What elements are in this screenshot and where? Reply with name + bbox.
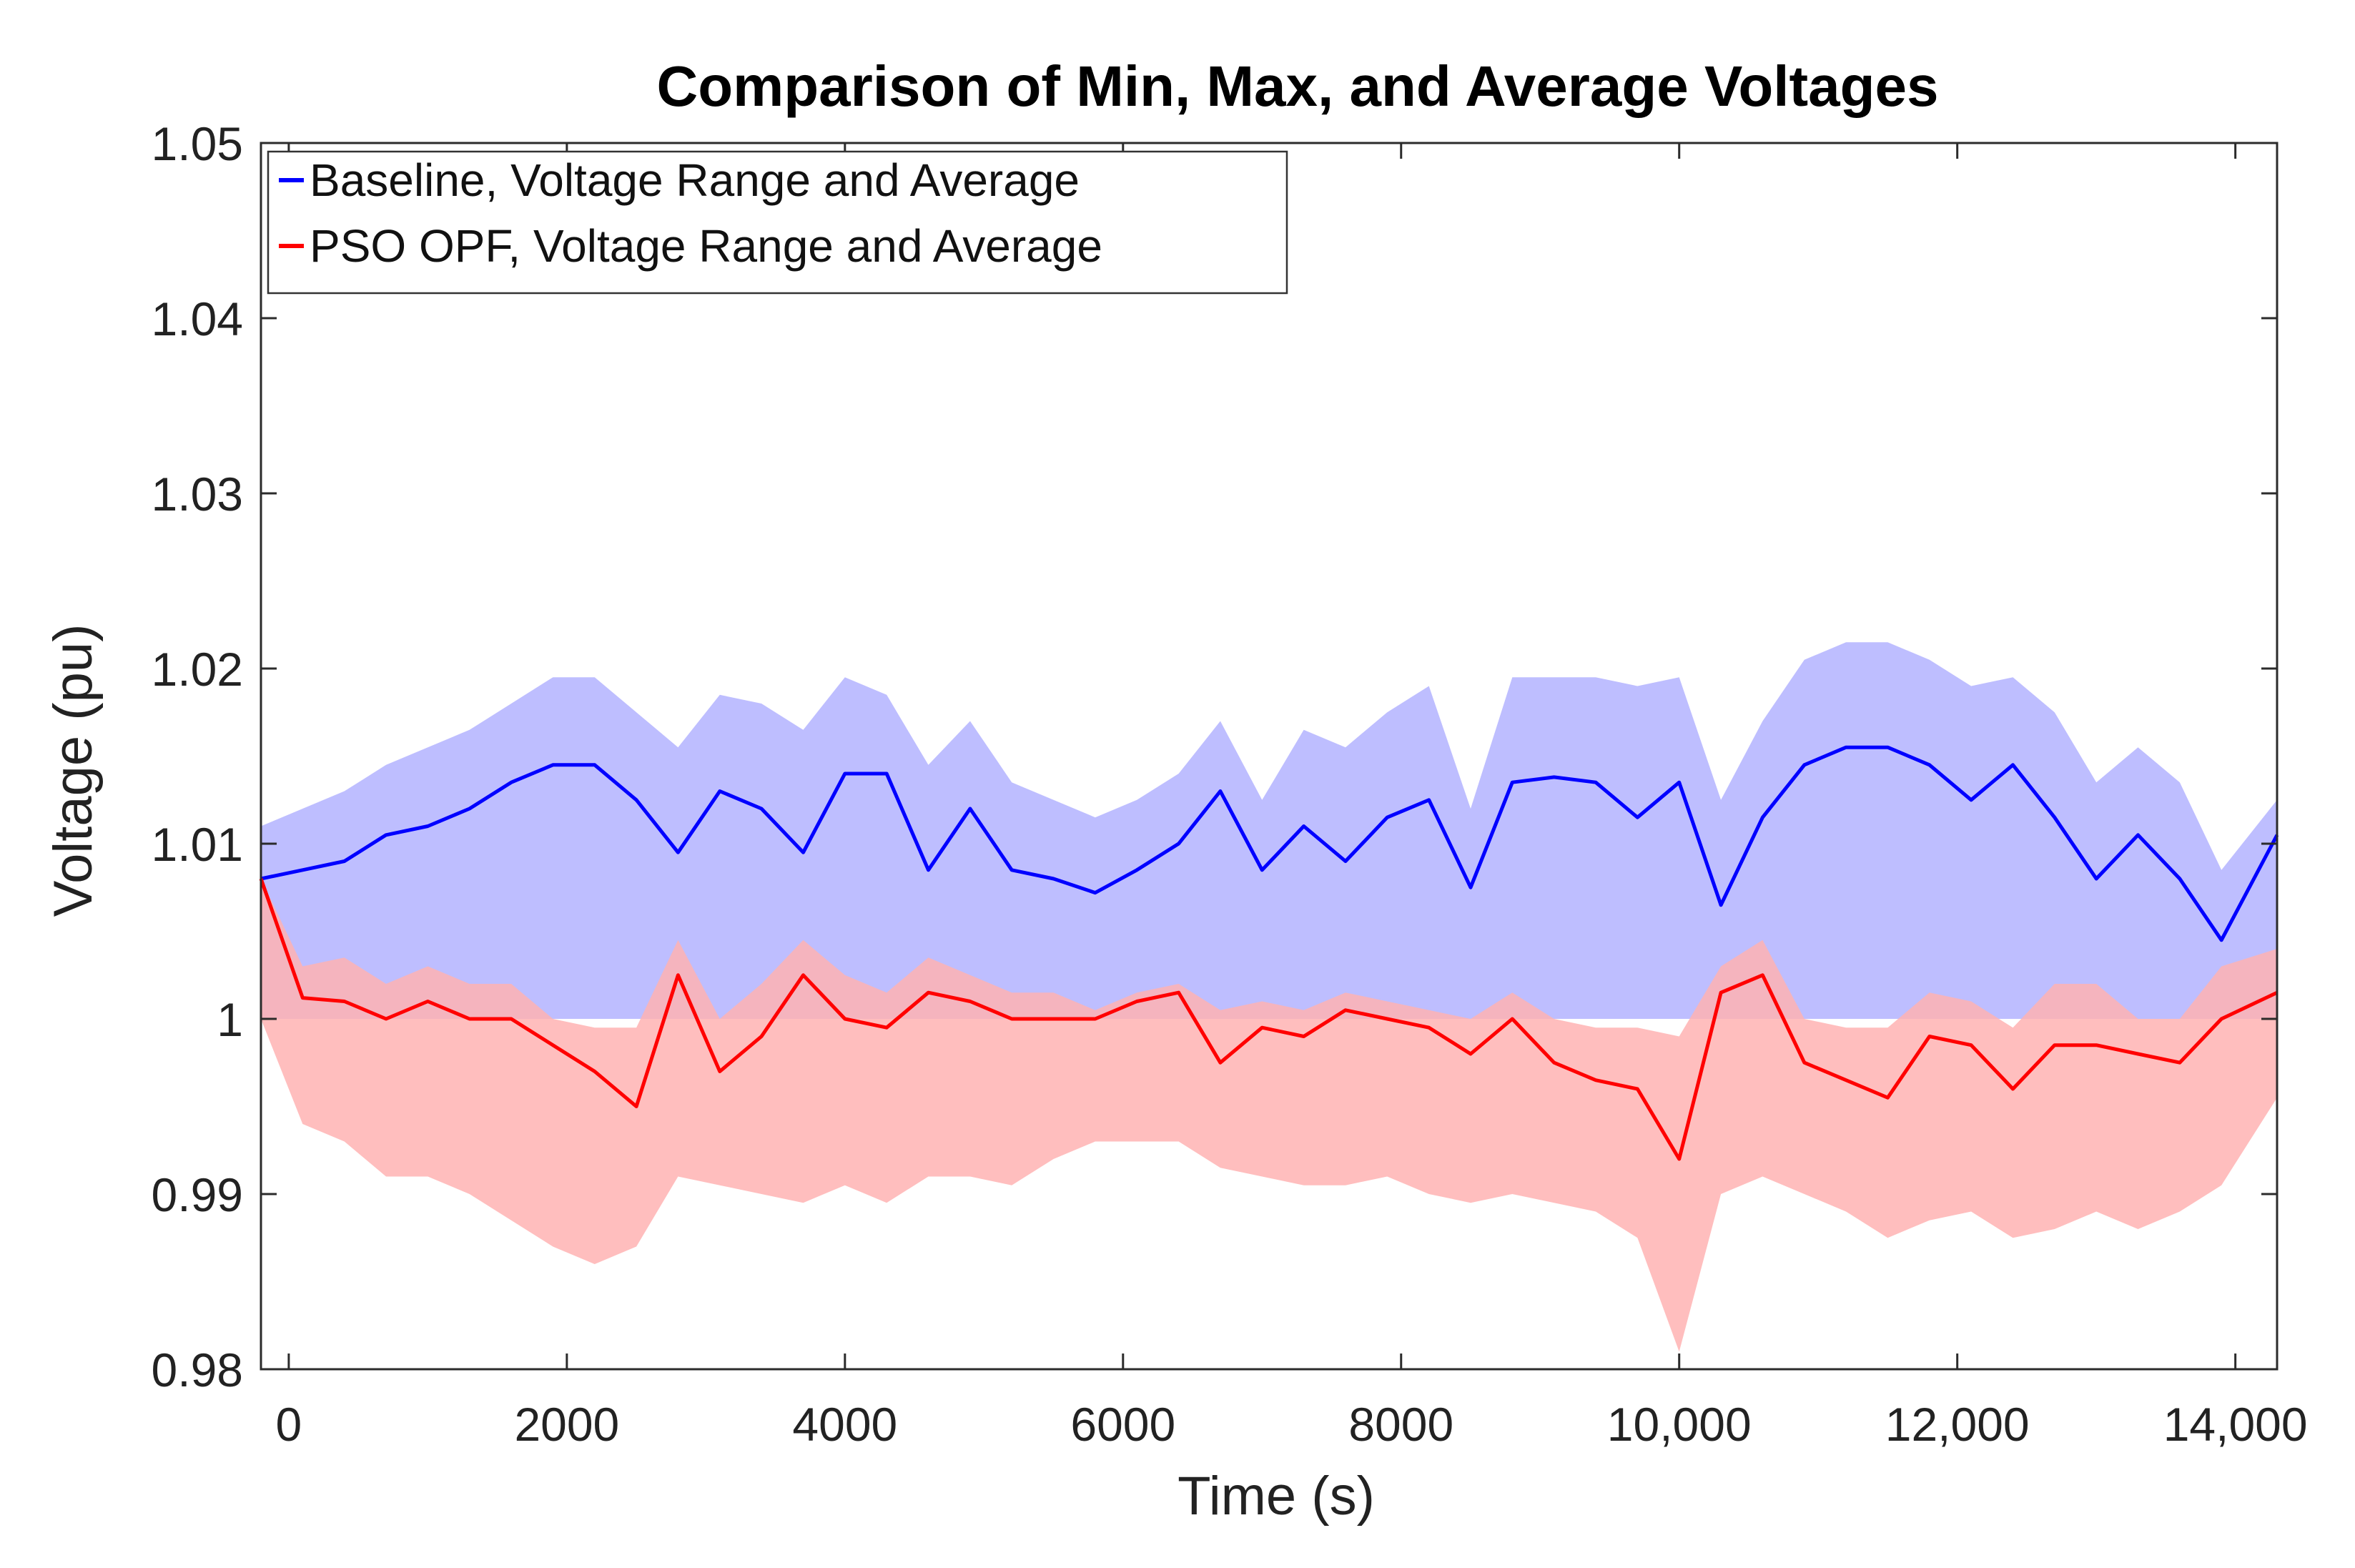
x-tick-label: 12,000 [1885, 1398, 2030, 1451]
legend-label-pso-opf: PSO OPF, Voltage Range and Average [310, 220, 1102, 272]
x-tick-label: 14,000 [2163, 1398, 2308, 1451]
y-tick-label: 1.02 [152, 643, 243, 696]
x-tick-label: 6000 [1070, 1398, 1175, 1451]
x-axis-label: Time (s) [1178, 1466, 1375, 1527]
y-tick-label: 1 [217, 993, 243, 1046]
average-line-baseline [260, 745, 2279, 942]
y-tick-label: 0.98 [152, 1343, 243, 1396]
y-axis-label: Voltage (pu) [43, 624, 104, 917]
x-tick-label: 8000 [1348, 1398, 1453, 1451]
legend: Baseline, Voltage Range and Average PSO … [267, 150, 1288, 295]
legend-box [267, 150, 1288, 295]
x-tick-label: 0 [276, 1398, 302, 1451]
y-tick-label: 1.01 [152, 818, 243, 871]
y-tick-label: 1.04 [152, 292, 243, 345]
average-lines [259, 745, 2279, 1161]
x-tick-label: 10,000 [1607, 1398, 1752, 1451]
x-tick-label: 4000 [792, 1398, 897, 1451]
chart-title: Comparison of Min, Max, and Average Volt… [657, 54, 1939, 118]
range-band-baseline [261, 642, 2277, 1019]
plot-area-frame [260, 142, 2279, 1371]
legend-label-baseline: Baseline, Voltage Range and Average [310, 154, 1080, 206]
y-tick-label: 1.05 [152, 117, 243, 170]
axis-ticks: 0 2000 4000 6000 8000 10,000 12,000 14,000 0.98 0… [152, 117, 2308, 1451]
y-tick-label: 0.99 [152, 1168, 243, 1221]
average-line-pso-opf [259, 878, 2279, 1161]
y-tick-label: 1.03 [152, 468, 243, 521]
x-tick-label: 2000 [514, 1398, 619, 1451]
range-bands [261, 642, 2277, 1352]
